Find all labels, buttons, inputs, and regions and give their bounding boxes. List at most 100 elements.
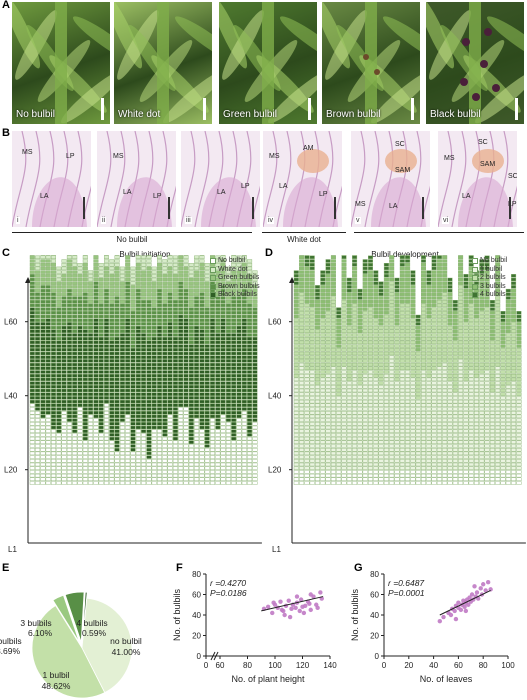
- heatmap-cell: [98, 281, 104, 285]
- heatmap-cell: [93, 277, 99, 282]
- heatmap-cell: [220, 477, 226, 482]
- heatmap-cell: [252, 462, 258, 467]
- heatmap-cell: [241, 444, 247, 448]
- heatmap-cell: [215, 414, 221, 419]
- heatmap-cell: [82, 462, 88, 467]
- heatmap-cell: [293, 300, 299, 304]
- heatmap-cell: [431, 300, 437, 304]
- heatmap-cell: [119, 470, 125, 474]
- heatmap-cell: [410, 333, 416, 337]
- heatmap-cell: [56, 433, 62, 437]
- heatmap-cell: [135, 385, 141, 389]
- heatmap-cell: [135, 259, 141, 263]
- heatmap-cell: [220, 414, 226, 419]
- heatmap-cell: [352, 436, 358, 441]
- heatmap-cell: [405, 396, 411, 400]
- heatmap-cell: [109, 296, 115, 300]
- heatmap-cell: [146, 285, 152, 289]
- heatmap-cell: [447, 359, 453, 363]
- heatmap-cell: [362, 414, 368, 419]
- heatmap-cell: [125, 307, 131, 311]
- heatmap-cell: [199, 303, 205, 308]
- heatmap-cell: [194, 373, 200, 378]
- heatmap-cell: [415, 433, 421, 437]
- heatmap-cell: [29, 281, 35, 285]
- heatmap-cell: [468, 466, 474, 470]
- heatmap-cell: [141, 407, 147, 411]
- heatmap-cell: [162, 422, 168, 426]
- heatmap-cell: [188, 377, 194, 382]
- heatmap-cell: [394, 444, 400, 448]
- heatmap-cell: [199, 447, 205, 452]
- heatmap-cell: [231, 329, 237, 334]
- heatmap-cell: [458, 270, 464, 274]
- heatmap-cell: [236, 255, 242, 260]
- heatmap-cell: [40, 473, 46, 478]
- heatmap-cell: [463, 296, 469, 300]
- heatmap-cell: [35, 344, 41, 348]
- heatmap-cell: [45, 303, 51, 308]
- heatmap-cell: [194, 422, 200, 426]
- heatmap-cell: [141, 274, 147, 278]
- heatmap-cell: [29, 481, 35, 485]
- heatmap-cell: [61, 307, 67, 311]
- heatmap-cell: [330, 444, 336, 448]
- heatmap-cell: [304, 325, 310, 330]
- heatmap-cell: [304, 370, 310, 374]
- heatmap-cell: [362, 392, 368, 396]
- group-label-no-bulbil: No bulbil: [116, 235, 148, 244]
- heatmap-cell: [141, 351, 147, 356]
- heatmap-cell: [194, 370, 200, 374]
- heatmap-cell: [473, 311, 479, 315]
- heatmap-cell: [114, 436, 120, 441]
- heatmap-cell: [194, 447, 200, 452]
- heatmap-cell: [220, 396, 226, 400]
- heatmap-cell: [151, 455, 157, 459]
- heatmap-cell: [231, 477, 237, 482]
- heatmap-cell: [56, 444, 62, 448]
- heatmap-cell: [378, 399, 384, 404]
- heatmap-cell: [378, 311, 384, 315]
- heatmap-cell: [468, 307, 474, 311]
- heatmap-cell: [304, 377, 310, 382]
- heatmap-cell: [220, 407, 226, 411]
- heatmap-cell: [389, 366, 395, 371]
- heatmap-cell: [463, 277, 469, 282]
- heatmap-cell: [458, 407, 464, 411]
- heatmap-cell: [178, 451, 184, 456]
- heatmap-cell: [194, 366, 200, 371]
- heatmap-cell: [458, 396, 464, 400]
- heatmap-cell: [473, 410, 479, 415]
- heatmap-cell: [431, 392, 437, 396]
- heatmap-cell: [103, 399, 109, 404]
- heatmap-cell: [452, 373, 458, 378]
- heatmap-cell: [320, 388, 326, 393]
- heatmap-cell: [399, 362, 405, 367]
- heatmap-cell: [452, 410, 458, 415]
- heatmap-cell: [82, 477, 88, 482]
- heatmap-cell: [399, 470, 405, 474]
- heatmap-cell: [45, 410, 51, 415]
- heatmap-cell: [172, 462, 178, 467]
- heatmap-cell: [77, 336, 83, 341]
- heatmap-cell: [304, 307, 310, 311]
- heatmap-cell: [367, 455, 373, 459]
- heatmap-cell: [426, 322, 432, 326]
- heatmap-cell: [383, 396, 389, 400]
- heatmap-cell: [458, 470, 464, 474]
- heatmap-cell: [320, 270, 326, 274]
- heatmap-cell: [61, 288, 67, 293]
- heatmap-cell: [45, 255, 51, 260]
- heatmap-cell: [236, 470, 242, 474]
- heatmap-cell: [51, 262, 57, 267]
- heatmap-cell: [299, 359, 305, 363]
- heatmap-cell: [125, 303, 131, 308]
- heatmap-cell: [88, 451, 94, 456]
- heatmap-cell: [156, 311, 162, 315]
- heatmap-cell: [389, 270, 395, 274]
- heatmap-cell: [209, 422, 215, 426]
- heatmap-cell: [225, 318, 231, 322]
- heatmap-cell: [426, 444, 432, 448]
- heatmap-cell: [468, 340, 474, 345]
- heatmap-cell: [141, 303, 147, 308]
